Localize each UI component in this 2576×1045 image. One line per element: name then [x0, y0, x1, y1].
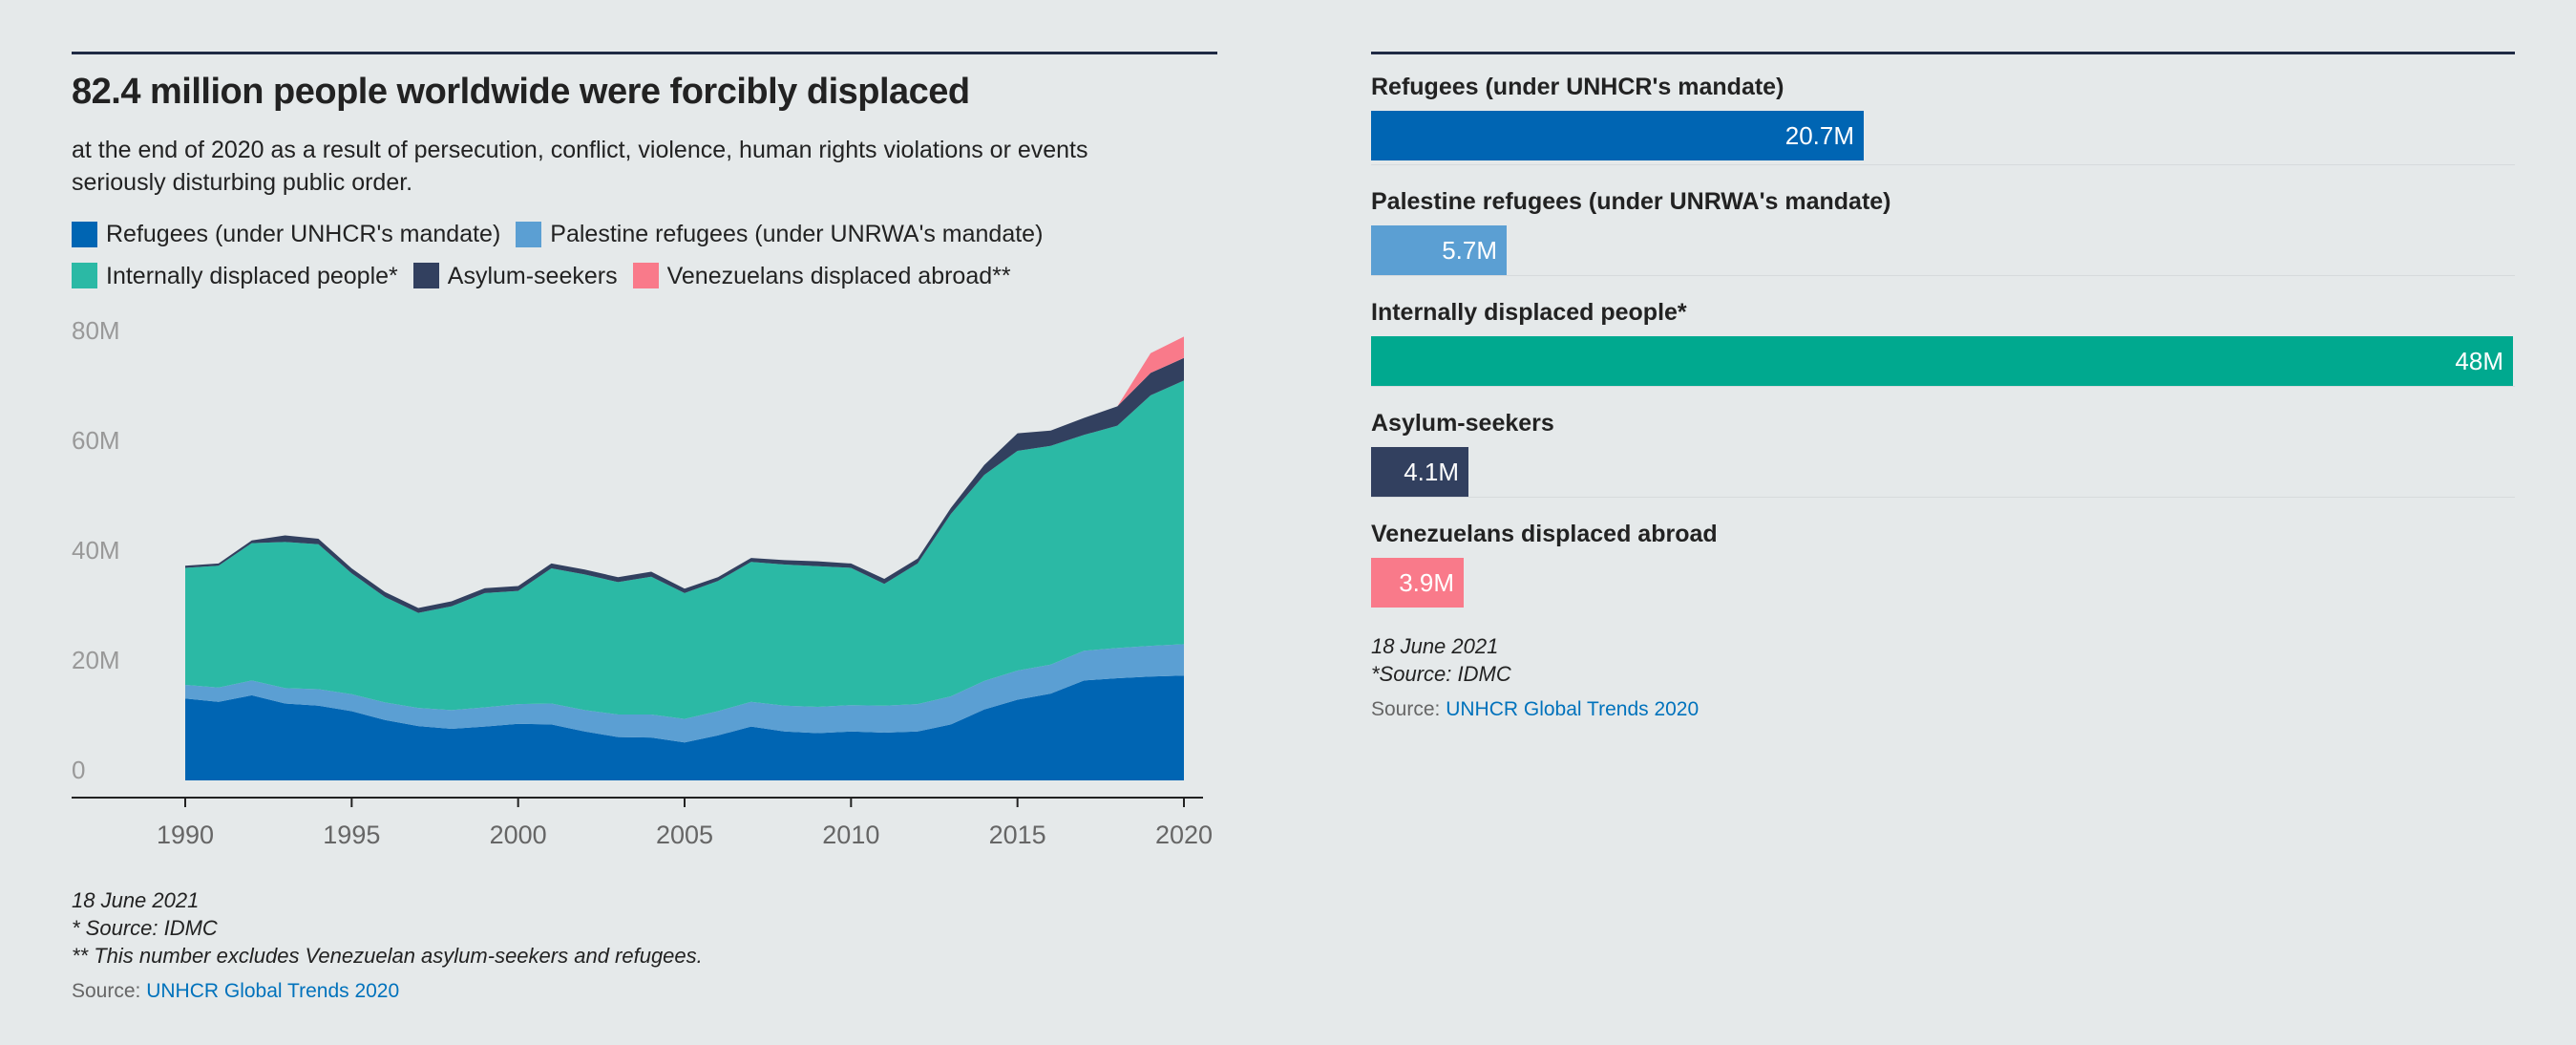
bar-row: Palestine refugees (under UNRWA's mandat… — [1371, 165, 2515, 276]
legend-swatch — [632, 263, 659, 288]
legend-swatch — [72, 221, 97, 247]
source-prefix: Source: — [72, 980, 147, 1002]
bar-row: Asylum-seekers 4.1M — [1371, 387, 2515, 498]
left-panel: 82.4 million people worldwide were forci… — [72, 52, 1217, 299]
chart-title: 82.4 million people worldwide were forci… — [72, 72, 970, 112]
x-tick-label: 1995 — [323, 821, 380, 849]
left-notes: 18 June 2021 * Source: IDMC ** This numb… — [72, 886, 703, 1005]
area-series — [185, 675, 1184, 780]
bar: 4.1M — [1371, 447, 1468, 497]
legend-item: Palestine refugees (under UNRWA's mandat… — [516, 216, 1043, 252]
bar-value-label: 5.7M — [1442, 235, 1497, 265]
legend-label: Internally displaced people* — [106, 262, 398, 289]
y-tick-label: 60M — [72, 426, 120, 455]
legend-item: Venezuelans displaced abroad** — [632, 258, 1011, 294]
bar-category-label: Venezuelans displaced abroad — [1371, 521, 1718, 547]
bar-value-label: 48M — [2455, 346, 2503, 375]
right-source-link[interactable]: UNHCR Global Trends 2020 — [1446, 698, 1700, 720]
x-tick-label: 2020 — [1155, 821, 1213, 849]
x-tick-label: 2000 — [490, 821, 547, 849]
bar-row: Internally displaced people* 48M — [1371, 276, 2515, 387]
legend-item: Refugees (under UNHCR's mandate) — [72, 216, 500, 252]
bar-value-label: 20.7M — [1784, 120, 1854, 150]
right-source-line: Source: UNHCR Global Trends 2020 — [1371, 695, 2515, 723]
legend-label: Venezuelans displaced abroad** — [666, 262, 1011, 289]
bar-value-label: 4.1M — [1404, 457, 1459, 486]
legend-swatch — [516, 221, 542, 247]
bar-value-label: 3.9M — [1399, 567, 1454, 597]
bar: 20.7M — [1371, 111, 1864, 160]
legend-label: Palestine refugees (under UNRWA's mandat… — [550, 221, 1044, 247]
y-tick-label: 0 — [72, 756, 85, 784]
notes-source-idmc: * Source: IDMC — [72, 916, 218, 940]
notes-date: 18 June 2021 — [72, 888, 200, 912]
y-tick-label: 80M — [72, 316, 120, 345]
stacked-area-chart: 0 20M 40M 60M 80M 1990 1995 2000 2005 2010 2015 202… — [72, 316, 1213, 849]
notes-venezuela: ** This number excludes Venezuelan asylu… — [72, 944, 703, 968]
bar-row: Venezuelans displaced abroad 3.9M — [1371, 498, 2515, 608]
area-series — [185, 644, 1184, 743]
x-tick-label: 2005 — [656, 821, 713, 849]
chart-subtitle: at the end of 2020 as a result of persec… — [72, 137, 1088, 196]
bar: 5.7M — [1371, 225, 1507, 275]
legend-swatch — [412, 263, 439, 288]
legend-swatch — [72, 263, 97, 288]
bar-row: Refugees (under UNHCR's mandate) 20.7M — [1371, 54, 2515, 165]
source-link[interactable]: UNHCR Global Trends 2020 — [146, 980, 400, 1002]
bar: 48M — [1371, 336, 2513, 386]
bar-category-label: Palestine refugees (under UNRWA's mandat… — [1371, 188, 1891, 215]
right-source-prefix: Source: — [1371, 698, 1446, 720]
bar-category-label: Refugees (under UNHCR's mandate) — [1371, 74, 1784, 100]
x-tick-label: 2010 — [822, 821, 879, 849]
right-notes-date: 18 June 2021 — [1371, 634, 1499, 658]
x-tick-label: 1990 — [157, 821, 214, 849]
y-tick-label: 20M — [72, 646, 120, 674]
legend-label: Asylum-seekers — [447, 262, 618, 289]
legend-item: Asylum-seekers — [412, 258, 618, 294]
right-panel: Refugees (under UNHCR's mandate) 20.7M Pal… — [1371, 52, 2515, 723]
bar: 3.9M — [1371, 558, 1464, 608]
area-series — [185, 380, 1184, 719]
right-notes-source-idmc: *Source: IDMC — [1371, 662, 1511, 686]
legend: Refugees (under UNHCR's mandate) Palestin… — [72, 216, 1151, 299]
legend-label: Refugees (under UNHCR's mandate) — [106, 221, 501, 247]
y-tick-label: 40M — [72, 536, 120, 565]
bar-category-label: Asylum-seekers — [1371, 410, 1554, 437]
right-notes: 18 June 2021 *Source: IDMC Source: UNHCR… — [1371, 632, 2515, 723]
horizontal-bar-chart: Refugees (under UNHCR's mandate) 20.7M Pal… — [1371, 54, 2515, 608]
legend-item: Internally displaced people* — [72, 258, 398, 294]
x-tick-label: 2015 — [989, 821, 1046, 849]
bar-category-label: Internally displaced people* — [1371, 299, 1687, 326]
top-rule — [72, 52, 1217, 54]
source-line: Source: UNHCR Global Trends 2020 — [72, 977, 703, 1005]
top-rule-right — [1371, 52, 2515, 54]
